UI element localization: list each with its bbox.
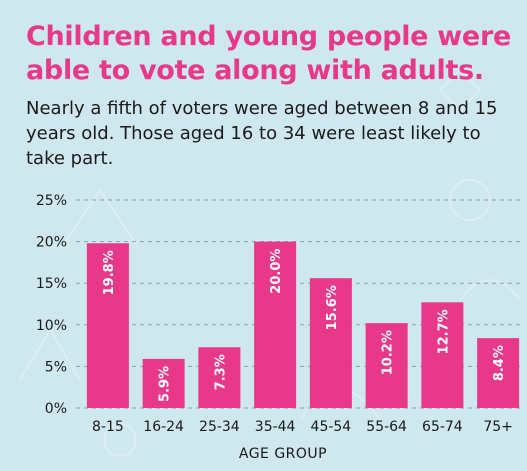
- bar-value-label: 12.7%: [436, 309, 451, 354]
- chart-headline: Children and young people were able to v…: [26, 21, 511, 86]
- y-tick-label: 5%: [45, 359, 67, 375]
- x-tick-label: 25-34: [199, 419, 240, 435]
- y-tick-label: 15%: [36, 276, 67, 292]
- bar-value-label: 7.3%: [213, 354, 228, 390]
- x-tick-label: 75+: [483, 419, 513, 435]
- y-tick-label: 20%: [36, 235, 67, 251]
- x-tick-label: 65-74: [422, 419, 463, 435]
- bar: [477, 338, 520, 408]
- bar-value-label: 15.6%: [325, 285, 340, 330]
- x-tick-label: 35-44: [255, 419, 296, 435]
- chart-subtitle: Nearly a fifth of voters were aged betwe…: [26, 98, 498, 169]
- x-tick-label: 8-15: [92, 419, 124, 435]
- bar: [254, 241, 297, 408]
- bar-value-label: 5.9%: [158, 366, 173, 402]
- y-tick-label: 0%: [45, 401, 67, 417]
- x-axis-title: AGE GROUP: [239, 446, 327, 462]
- bar: [421, 302, 464, 408]
- bar: [365, 323, 408, 408]
- y-tick-label: 25%: [36, 193, 67, 209]
- bar: [198, 347, 241, 408]
- bar-value-label: 19.8%: [102, 250, 117, 295]
- bar: [309, 278, 352, 408]
- bar-value-label: 20.0%: [269, 249, 284, 294]
- bar: [142, 358, 185, 408]
- x-tick-label: 16-24: [143, 419, 184, 435]
- bar-value-label: 10.2%: [381, 330, 396, 375]
- y-tick-label: 10%: [36, 318, 67, 334]
- x-tick-label: 45-54: [311, 419, 352, 435]
- bar-value-label: 8.4%: [492, 345, 507, 381]
- x-tick-label: 55-64: [366, 419, 407, 435]
- bar: [86, 243, 129, 408]
